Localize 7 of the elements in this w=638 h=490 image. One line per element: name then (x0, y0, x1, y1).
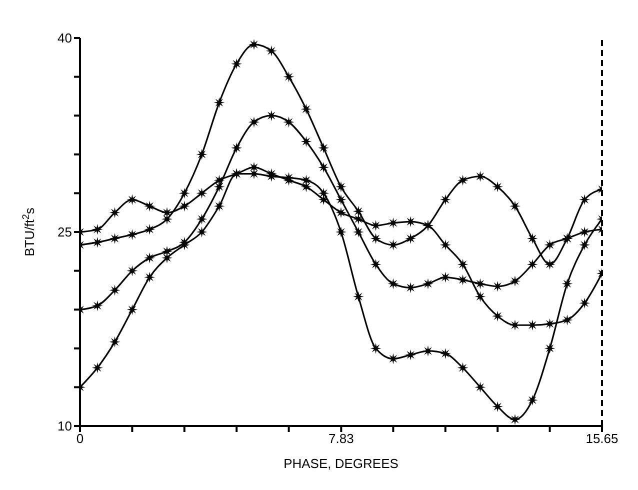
y-tick-label: 25 (58, 224, 72, 240)
y-tick-label: 10 (58, 418, 72, 434)
x-tick-label: 0 (76, 431, 84, 446)
x-tick-label: 7.83 (328, 431, 354, 446)
x-axis-title: PHASE, DEGREES (284, 456, 399, 471)
x-tick-label: 15.65 (586, 431, 618, 446)
y-tick-label: 40 (58, 30, 72, 46)
